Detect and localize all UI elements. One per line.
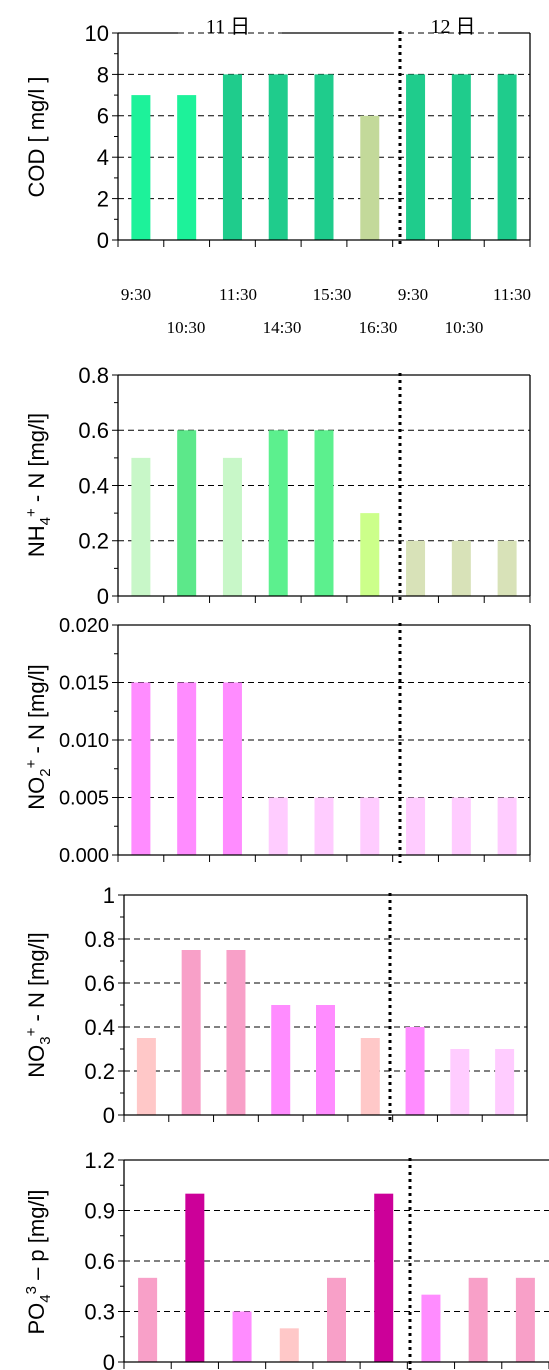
y-tick-label: 0.010 xyxy=(59,730,109,752)
chart-3: 0.000 0.005 0.010 0.015 0.020 NO2+ - N [mg/l] xyxy=(23,615,531,867)
bar xyxy=(268,74,288,241)
bar xyxy=(271,1005,291,1115)
bar xyxy=(515,1277,535,1362)
bar xyxy=(406,797,426,855)
chart-1: 0 2 4 6 8 10 11 日 12 日 COD [ mg/l ] 9:30 10:30 11:3… xyxy=(24,16,531,337)
bar xyxy=(360,115,380,240)
bar xyxy=(450,1049,470,1115)
y-axis-title: NH4+ - N [mg/l] xyxy=(23,413,54,557)
time-label: 9:30 xyxy=(121,285,151,304)
bar xyxy=(327,1277,346,1362)
bar xyxy=(497,797,517,855)
bar xyxy=(468,1277,488,1362)
bar xyxy=(406,540,426,596)
y-tick-label: 0.2 xyxy=(84,1059,115,1084)
bar xyxy=(279,1328,299,1362)
chart-5: 0 0.3 0.6 0.9 1.2 PO43 – p [mg/l] xyxy=(23,1148,549,1370)
bar xyxy=(405,1027,425,1115)
bar xyxy=(360,797,380,855)
bar xyxy=(222,682,242,855)
bar xyxy=(497,540,517,596)
y-tick-label: 2 xyxy=(97,187,109,212)
time-label: 10:30 xyxy=(167,318,206,337)
bar xyxy=(226,950,246,1115)
bar xyxy=(316,1005,335,1115)
y-axis-title: NO3+ - N [mg/l] xyxy=(23,932,54,1077)
bar xyxy=(268,430,288,596)
time-label: 15:30 xyxy=(313,285,352,304)
y-tick-label: 6 xyxy=(97,104,109,129)
bar xyxy=(131,682,151,855)
y-tick-label: 0.2 xyxy=(78,529,109,554)
bar xyxy=(451,74,471,241)
bar xyxy=(451,797,471,855)
time-label: 11:30 xyxy=(493,285,531,304)
y-tick-label: 0.4 xyxy=(84,1015,115,1040)
y-axis-title: PO43 – p [mg/l] xyxy=(23,1189,54,1334)
y-tick-label: 1 xyxy=(103,883,115,908)
y-tick-label: 0.6 xyxy=(84,971,115,996)
y-axis-title: NO2+ - N [mg/l] xyxy=(23,664,54,809)
y-tick-label: 0.9 xyxy=(84,1198,115,1223)
time-label: 11:30 xyxy=(219,285,257,304)
bar xyxy=(232,1311,252,1362)
y-tick-label: 0.020 xyxy=(59,615,109,637)
y-tick-label: 8 xyxy=(97,62,109,87)
time-label: 16:30 xyxy=(359,318,398,337)
y-tick-label: 0 xyxy=(97,228,109,253)
day-label-12: 12 日 xyxy=(431,16,476,38)
bar xyxy=(222,457,242,596)
y-tick-label: 0.4 xyxy=(78,473,109,498)
bar xyxy=(421,1294,441,1362)
chart-2: 0 0.2 0.4 0.6 0.8 NH4+ - N [mg/l] xyxy=(23,363,531,609)
time-label: 14:30 xyxy=(263,318,302,337)
bar xyxy=(374,1193,394,1362)
bar xyxy=(406,74,426,241)
y-tick-label: 0.8 xyxy=(84,927,115,952)
y-tick-label: 1.2 xyxy=(84,1148,115,1173)
bar xyxy=(314,797,334,855)
y-tick-label: 10 xyxy=(85,21,109,46)
bar xyxy=(495,1049,515,1115)
bar xyxy=(131,457,151,596)
time-label: 10:30 xyxy=(445,318,484,337)
bar xyxy=(138,1277,158,1362)
y-tick-label: 0.000 xyxy=(59,845,109,867)
bar xyxy=(360,1038,380,1115)
bar xyxy=(136,1038,156,1115)
bar xyxy=(177,430,197,596)
y-tick-label: 0.005 xyxy=(59,788,109,810)
bar xyxy=(185,1193,205,1362)
y-axis-title: COD [ mg/l ] xyxy=(24,76,49,197)
bar xyxy=(222,74,242,241)
y-tick-label: 0.015 xyxy=(59,673,109,695)
bar xyxy=(314,430,334,596)
y-tick-label: 4 xyxy=(97,145,109,170)
y-tick-label: 0.6 xyxy=(78,418,109,443)
day-label-11: 11 日 xyxy=(206,16,250,38)
y-tick-label: 0 xyxy=(97,584,109,609)
bar xyxy=(314,74,334,241)
chart-4: 0 0.2 0.4 0.6 0.8 1 NO3+ - N [mg/l] xyxy=(23,883,528,1128)
time-label: 9:30 xyxy=(398,285,428,304)
bar xyxy=(268,797,288,855)
y-tick-label: 0.6 xyxy=(84,1249,115,1274)
y-tick-label: 0.3 xyxy=(84,1299,115,1324)
bar xyxy=(360,513,380,596)
bar xyxy=(181,950,201,1115)
bar xyxy=(497,74,517,241)
bar xyxy=(177,682,197,855)
y-tick-label: 0.8 xyxy=(78,363,109,388)
y-tick-label: 0 xyxy=(103,1350,115,1370)
y-tick-label: 0 xyxy=(103,1103,115,1128)
bar xyxy=(177,95,197,240)
bar xyxy=(451,540,471,596)
bar xyxy=(131,95,151,240)
